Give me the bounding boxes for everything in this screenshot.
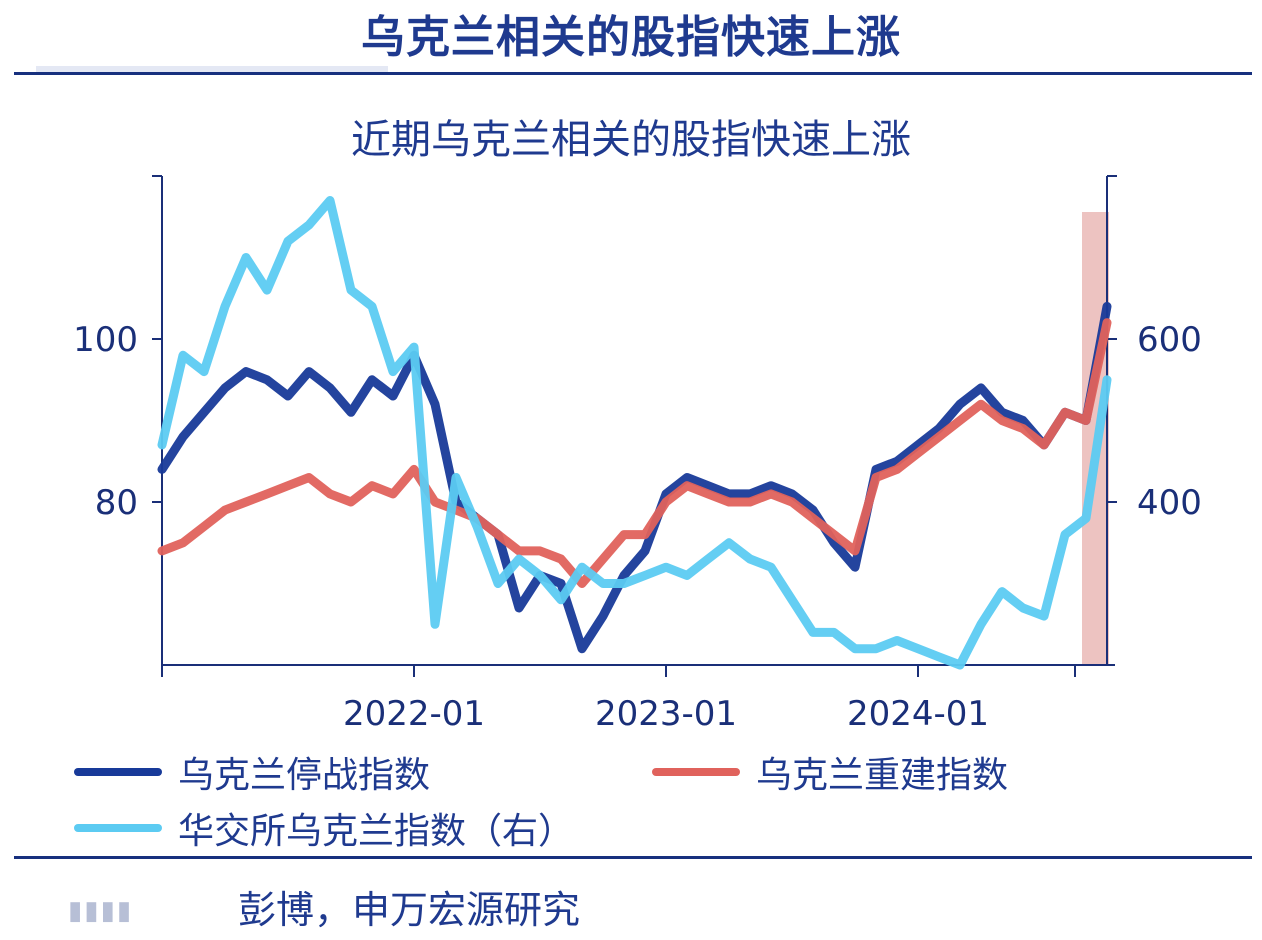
series-line-1 (157, 318, 1112, 588)
left-tick-label: 80 (95, 483, 138, 523)
source-label-smudge: ▮▮▮▮ (68, 896, 134, 926)
legend-item-ceasefire: 乌克兰停战指数 (74, 748, 430, 796)
header-decoration (36, 66, 388, 72)
series-line-0 (157, 301, 1112, 654)
legend-label-ceasefire: 乌克兰停战指数 (178, 755, 431, 796)
x-tick-label: 2024-01 (847, 694, 989, 734)
x-tick-label: 2023-01 (595, 694, 737, 734)
x-tick-label: 2022-01 (343, 694, 485, 734)
legend-label-reconstruction: 乌克兰重建指数 (756, 755, 1009, 796)
source-text: 彭博，申万宏源研究 (238, 888, 581, 932)
legend-label-huajiaosuo: 华交所乌克兰指数（右） (178, 811, 575, 852)
right-tick-label: 600 (1137, 320, 1202, 360)
footer-divider (14, 856, 1252, 859)
series-line-2 (157, 196, 1112, 670)
legend-item-huajiaosuo: 华交所乌克兰指数（右） (74, 804, 574, 852)
legend-swatch-huajiaosuo (74, 824, 162, 832)
header-divider (14, 72, 1252, 75)
legend-swatch-ceasefire (74, 768, 162, 776)
left-tick-label: 100 (73, 320, 138, 360)
page-header-title: 乌克兰相关的股指快速上涨 (361, 12, 901, 63)
legend-item-reconstruction: 乌克兰重建指数 (652, 748, 1008, 796)
right-tick-label: 400 (1137, 483, 1202, 523)
legend-swatch-reconstruction (652, 768, 740, 776)
series-layer (157, 196, 1112, 670)
chart-title: 近期乌克兰相关的股指快速上涨 (351, 117, 911, 163)
